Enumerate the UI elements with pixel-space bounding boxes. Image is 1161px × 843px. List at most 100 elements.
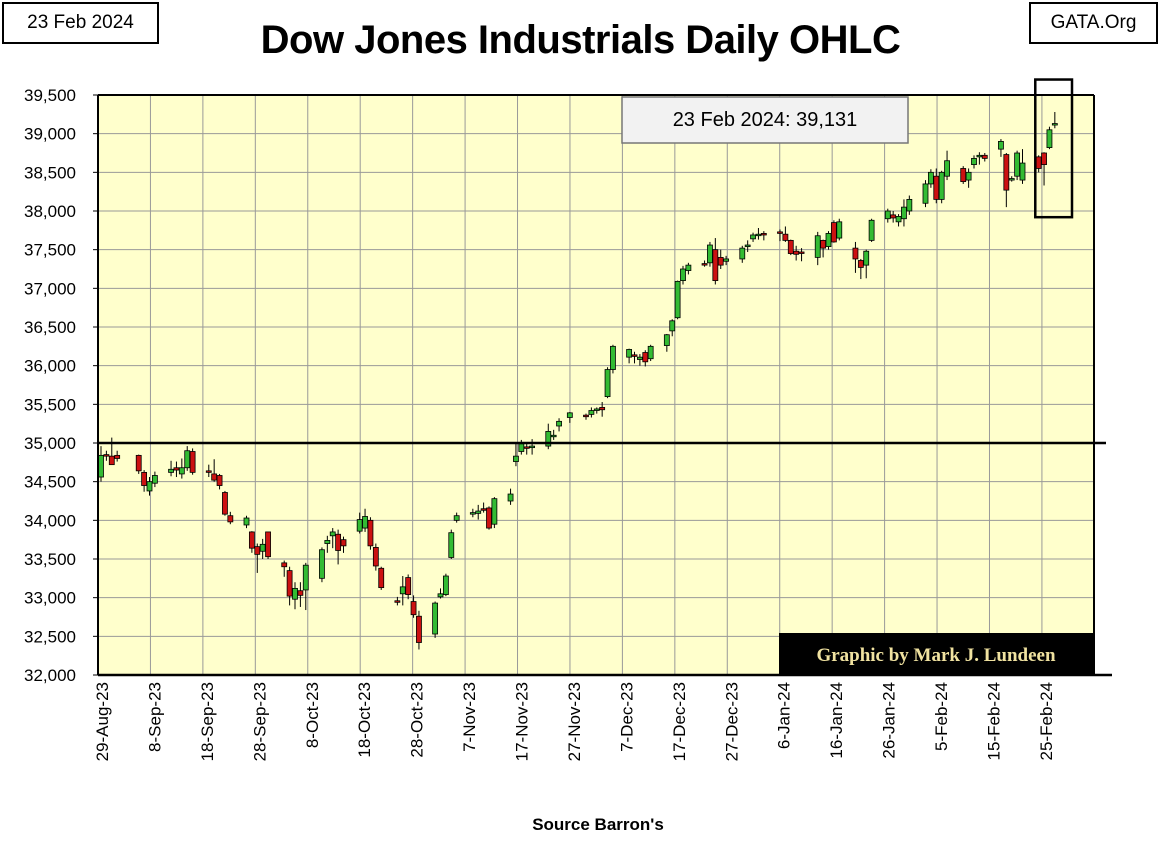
candle-body-down	[297, 590, 304, 596]
candle-body-down	[367, 519, 374, 547]
candle	[739, 245, 746, 263]
candle-body-down	[286, 570, 293, 597]
candle-body-up	[302, 564, 309, 591]
candle-body-up	[168, 468, 174, 473]
candle-body-up	[362, 516, 368, 529]
candle-body-up	[755, 233, 762, 237]
candle-body-up	[259, 543, 266, 552]
candle-body-up	[636, 356, 643, 360]
candle	[432, 601, 439, 638]
x-tick-label: 26-Jan-24	[880, 682, 899, 759]
y-tick-label: 39,000	[24, 125, 76, 144]
candle	[324, 535, 331, 553]
candle	[475, 504, 482, 520]
candle-body-down	[480, 508, 487, 511]
candle-body-up	[243, 517, 250, 526]
candle	[707, 241, 713, 267]
candle-body-down	[416, 615, 422, 643]
candle	[836, 218, 843, 241]
candle-body-up	[98, 454, 104, 478]
x-axis-labels: 29-Aug-23 8-Sep-23 18-Sep-23 28-Sep-23 8-Oct…	[93, 682, 1056, 761]
candle	[491, 497, 498, 529]
candle-body-up	[184, 450, 191, 469]
candle-body-up	[513, 455, 519, 462]
candle	[998, 139, 1004, 157]
candle	[216, 473, 223, 490]
candle-body-down	[777, 231, 783, 234]
candle-body-up	[1008, 178, 1015, 181]
candle-body-up	[475, 510, 482, 514]
candle	[394, 596, 401, 606]
candle	[372, 543, 379, 571]
candle	[286, 566, 293, 606]
candle	[507, 488, 514, 505]
candle	[556, 418, 562, 432]
candle-body-up	[1051, 123, 1058, 126]
y-tick-label: 37,500	[24, 241, 76, 260]
y-tick-label: 35,000	[24, 434, 76, 453]
x-tick-label: 18-Sep-23	[198, 682, 217, 761]
candle	[222, 490, 228, 516]
candle	[610, 344, 616, 374]
candle-body-up	[566, 412, 573, 418]
x-tick-label: 17-Dec-23	[670, 682, 689, 761]
candle	[938, 170, 945, 204]
candle-body-down	[405, 577, 412, 595]
candle-body-up	[593, 408, 600, 411]
candle-body-up	[744, 244, 751, 247]
price-annotation: 23 Feb 2024: 39,131	[621, 96, 909, 144]
candle	[410, 595, 417, 618]
candle	[416, 610, 422, 650]
candle	[566, 412, 573, 423]
candle-body-up	[550, 434, 557, 438]
candle-body-up	[707, 244, 713, 264]
candle-body-up	[518, 443, 525, 452]
candle-body-up	[178, 467, 185, 475]
y-tick-label: 38,500	[24, 163, 76, 182]
candle-body-down	[960, 168, 967, 183]
candle-body-down	[599, 407, 606, 411]
candle-body-up	[868, 219, 875, 241]
candle	[981, 153, 988, 162]
x-tick-label: 6-Jan-24	[775, 682, 794, 749]
candle	[680, 265, 686, 285]
candle-body-up	[491, 498, 498, 525]
candle-body-down	[701, 263, 708, 266]
x-tick-label: 27-Dec-23	[722, 682, 741, 761]
candle	[227, 511, 234, 525]
candle-body-down	[1041, 152, 1047, 166]
candle-body-down	[820, 239, 827, 249]
candle	[1051, 112, 1058, 129]
x-tick-label: 29-Aug-23	[93, 682, 112, 761]
x-tick-label: 5-Feb-24	[932, 682, 951, 751]
candle-body-up	[453, 515, 460, 521]
candle-body-down	[141, 471, 148, 486]
candle-body-down	[372, 547, 379, 567]
candle	[944, 150, 950, 181]
candle-body-down	[254, 546, 261, 555]
candle	[782, 226, 789, 242]
candle	[545, 423, 552, 450]
candle-body-up	[545, 430, 552, 447]
candle-body-down	[135, 454, 142, 472]
plot-background	[98, 95, 1094, 675]
candle-body-down	[857, 260, 864, 268]
candle-body-down	[281, 562, 288, 568]
y-axis-labels: 32,000 32,500 33,000 33,500 34,000 34,500 35,0…	[24, 86, 76, 685]
candle-body-down	[394, 600, 401, 603]
candle-body-up	[927, 171, 934, 185]
candle-body-down	[227, 515, 234, 523]
candle-body-down	[340, 539, 347, 547]
y-tick-label: 35,500	[24, 395, 76, 414]
candle	[205, 464, 212, 478]
y-tick-label: 37,000	[24, 279, 76, 298]
candle-body-up	[944, 160, 950, 177]
candle	[437, 588, 444, 599]
candle	[798, 248, 805, 262]
candle-body-down	[890, 214, 897, 219]
x-tick-label: 28-Sep-23	[250, 682, 269, 761]
candle-body-down	[760, 233, 767, 236]
candle-body-down	[486, 507, 492, 529]
candle	[319, 547, 325, 583]
